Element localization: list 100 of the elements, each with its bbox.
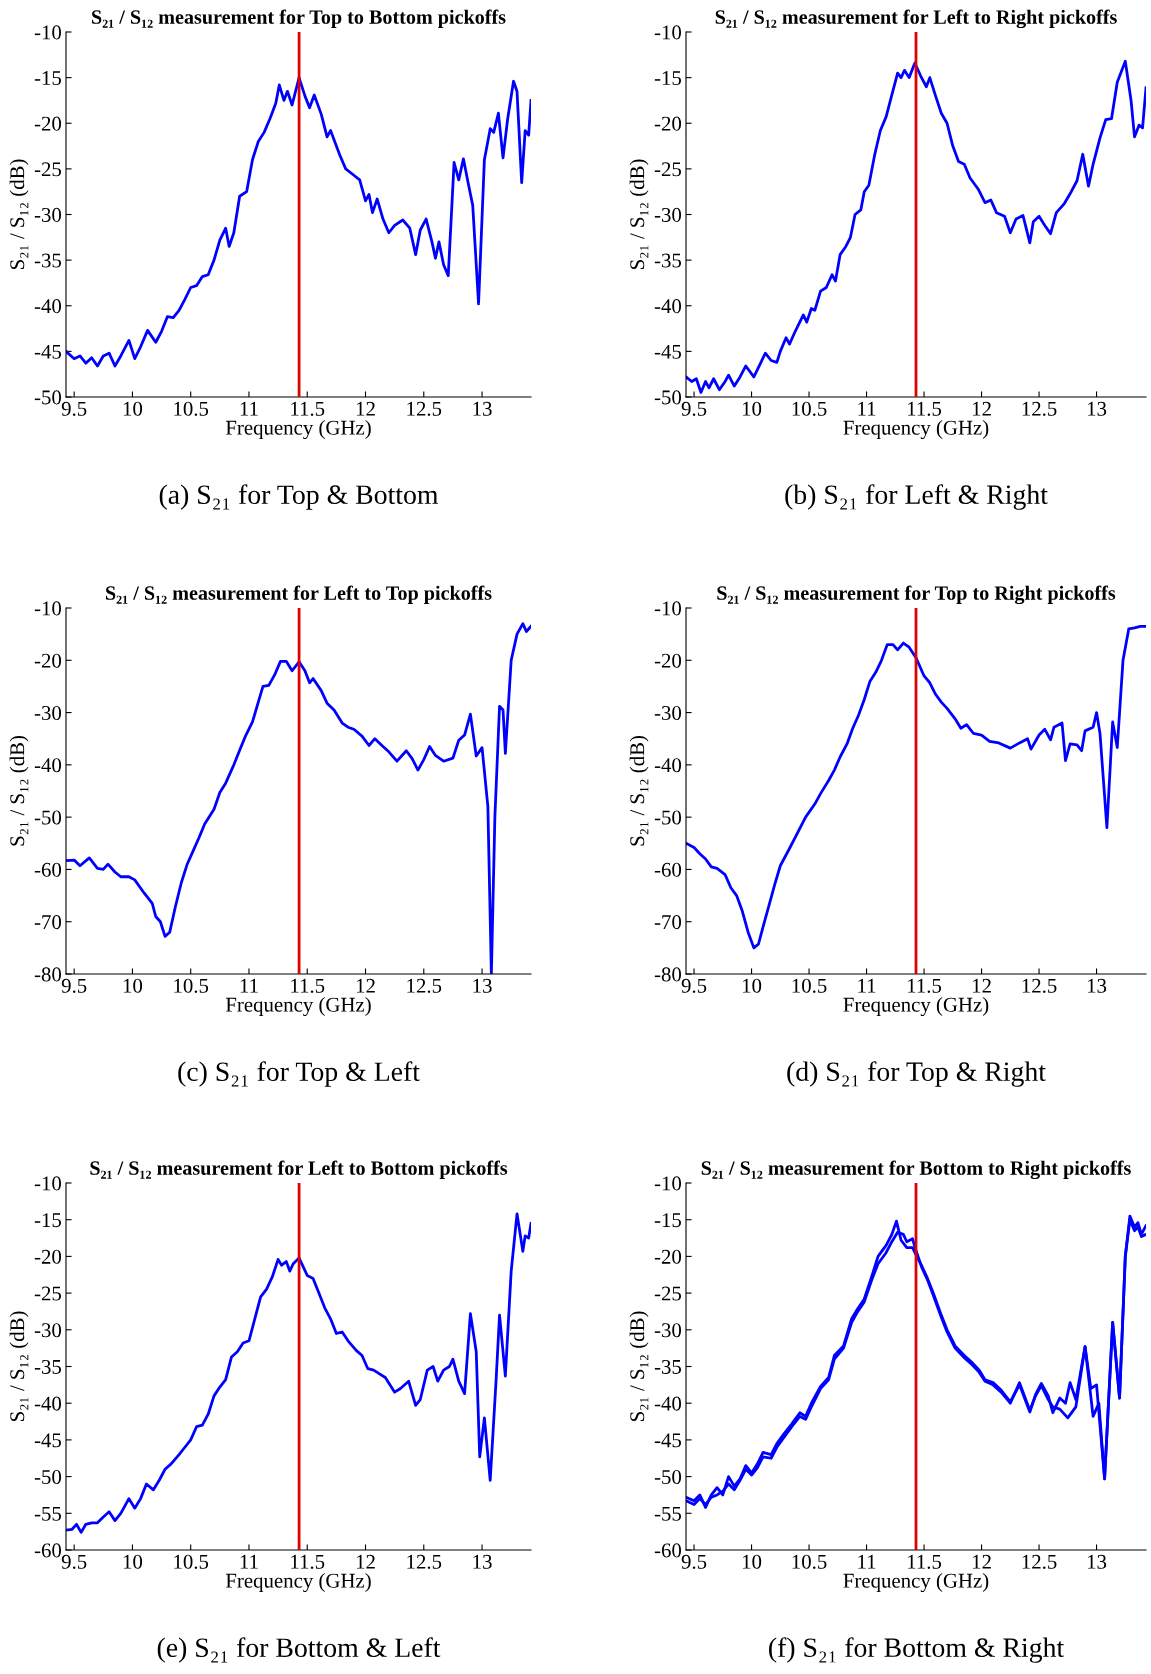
- y-tick-label: -40: [654, 1396, 682, 1411]
- y-tick-label: -15: [654, 1213, 682, 1228]
- x-tick-label: 10.5: [174, 401, 209, 416]
- x-axis-title: Frequency (GHz): [225, 1573, 371, 1593]
- y-tick-label: -55: [654, 1506, 682, 1521]
- chart-title: S₂₁ / S₁₂ measurement for Left to Bottom pickoffs: [90, 1160, 508, 1179]
- line-series: [66, 1212, 531, 1534]
- x-tick-label: 9.5: [61, 1554, 87, 1569]
- text: (d) S₂₁ for Top & Right: [787, 1061, 1046, 1087]
- y-tick-label: -40: [34, 1396, 62, 1411]
- x-tick-label: 10: [123, 978, 143, 993]
- y-axis-title: S₂₁ / S₁₂ (dB): [629, 159, 649, 270]
- x-tick-label: 9.5: [681, 401, 707, 416]
- y-axis-title: S₂₁ / S₁₂ (dB): [9, 736, 29, 846]
- x-tick-label: 9.5: [61, 401, 87, 416]
- x-axis-title: Frequency (GHz): [225, 420, 371, 440]
- x-axis-title: Frequency (GHz): [843, 997, 989, 1017]
- y-tick-label: -20: [34, 1249, 62, 1264]
- x-tick-label: 10: [123, 1554, 143, 1569]
- y-tick-label: -80: [654, 967, 682, 982]
- y-tick-label: -35: [654, 253, 682, 268]
- y-tick-label: -50: [34, 810, 62, 825]
- x-axis-title: Frequency (GHz): [843, 1573, 989, 1593]
- x-tick-label: 12.5: [407, 1554, 442, 1569]
- x-tick-label: 10.5: [792, 978, 827, 993]
- x-tick-label: 11.5: [291, 1554, 325, 1569]
- y-tick-label: -25: [654, 162, 682, 177]
- y-tick-label: -45: [654, 1433, 682, 1448]
- x-axis-title: Frequency (GHz): [225, 997, 371, 1017]
- x-tick-label: 11.5: [908, 978, 942, 993]
- chart-title: S₂₁ / S₁₂ measurement for Left to Right pickoffs: [715, 9, 1117, 29]
- x-tick-label: 11.5: [291, 978, 325, 993]
- x-tick-label: 10: [742, 1554, 762, 1569]
- x-tick-label: 11.5: [908, 1554, 942, 1569]
- y-tick-label: -20: [34, 116, 62, 131]
- y-tick-label: -70: [654, 915, 682, 930]
- y-tick-label: -10: [34, 601, 62, 616]
- x-tick-label: 13: [473, 401, 492, 416]
- x-axis-title: Frequency (GHz): [843, 420, 989, 440]
- y-axis-title: S₂₁ / S₁₂ (dB): [9, 159, 29, 270]
- y-axis-title: S₂₁ / S₁₂ (dB): [9, 1311, 29, 1422]
- y-tick-label: -50: [654, 810, 682, 825]
- y-tick-label: -40: [34, 299, 62, 314]
- y-tick-label: -30: [654, 207, 682, 222]
- x-tick-label: 12.5: [1022, 1554, 1057, 1569]
- y-tick-label: -10: [654, 1176, 682, 1191]
- y-tick-label: -45: [34, 344, 62, 359]
- x-tick-label: 11: [240, 1554, 258, 1569]
- x-tick-label: 10.5: [174, 1554, 209, 1569]
- y-tick-label: -10: [654, 601, 682, 616]
- y-tick-label: -30: [654, 705, 682, 720]
- x-tick-label: 12: [356, 978, 375, 993]
- x-tick-label: 13: [473, 1554, 492, 1569]
- text: (e) S₂₁ for Bottom & Left: [157, 1637, 441, 1663]
- y-tick-label: -40: [654, 299, 682, 314]
- y-tick-label: -15: [654, 71, 682, 86]
- y-tick-label: -35: [34, 1359, 62, 1374]
- x-tick-label: 12.5: [1022, 978, 1057, 993]
- line-series: [686, 624, 1146, 950]
- y-tick-label: -50: [654, 1469, 682, 1485]
- y-tick-label: -50: [34, 390, 62, 405]
- x-tick-label: 12.5: [1022, 401, 1057, 416]
- chart-title: S₂₁ / S₁₂ measurement for Bottom to Right pickoffs: [701, 1160, 1131, 1180]
- x-tick-label: 12: [356, 401, 375, 416]
- x-tick-label: 11.5: [291, 401, 325, 416]
- x-tick-label: 12.5: [407, 401, 442, 416]
- x-tick-label: 10: [742, 978, 762, 993]
- y-axis-title: S₂₁ / S₁₂ (dB): [629, 736, 649, 846]
- x-tick-label: 10.5: [792, 1554, 827, 1569]
- x-tick-label: 10.5: [174, 978, 209, 993]
- y-tick-label: -25: [654, 1286, 682, 1301]
- x-tick-label: 9.5: [61, 978, 87, 993]
- x-tick-label: 12: [972, 978, 991, 993]
- y-tick-label: -80: [34, 967, 62, 982]
- text: (c) S₂₁ for Top & Left: [178, 1061, 420, 1087]
- x-tick-label: 13: [1087, 1554, 1107, 1569]
- chart-title: S₂₁ / S₁₂ measurement for Left to Top pickoffs: [106, 585, 492, 604]
- y-tick-label: -25: [34, 162, 62, 177]
- y-tick-label: -40: [34, 758, 62, 773]
- y-tick-label: -40: [654, 758, 682, 773]
- y-tick-label: -20: [34, 653, 62, 668]
- y-tick-label: -55: [34, 1506, 62, 1521]
- y-tick-label: -20: [654, 653, 682, 668]
- y-tick-label: -70: [34, 915, 62, 930]
- y-tick-label: -35: [34, 253, 62, 268]
- x-tick-label: 13: [1087, 978, 1107, 993]
- x-tick-label: 12: [356, 1554, 375, 1569]
- y-tick-label: -35: [654, 1359, 682, 1374]
- x-tick-label: 13: [473, 978, 492, 993]
- chart-title: S₂₁ / S₁₂ measurement for Top to Bottom pickoffs: [92, 9, 506, 28]
- x-tick-label: 9.5: [681, 1554, 707, 1569]
- x-tick-label: 10: [123, 401, 143, 416]
- x-tick-label: 11: [240, 978, 258, 993]
- x-tick-label: 10.5: [792, 401, 827, 416]
- y-axis-title: S₂₁ / S₁₂ (dB): [629, 1311, 649, 1422]
- y-tick-label: -45: [34, 1433, 62, 1448]
- text: (b) S₂₁ for Left & Right: [785, 484, 1048, 510]
- y-tick-label: -15: [34, 71, 62, 86]
- x-tick-label: 11: [858, 401, 876, 416]
- y-tick-label: -20: [654, 1249, 682, 1264]
